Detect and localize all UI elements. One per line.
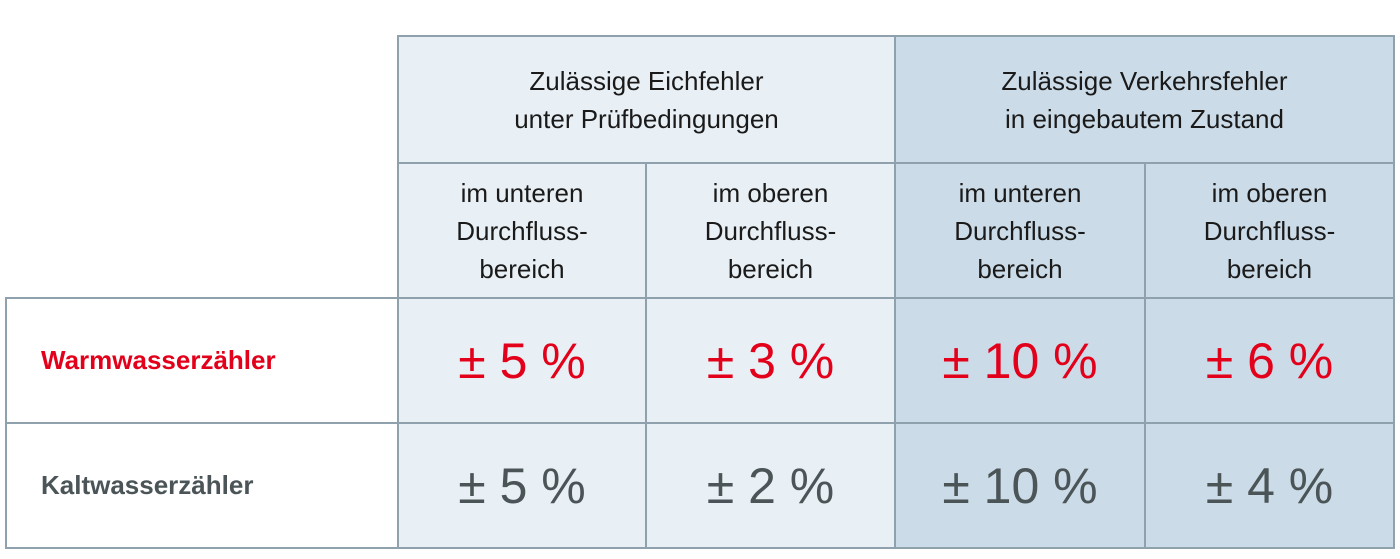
value-cell: ± 3 %: [645, 297, 896, 424]
group-header: Zulässige Eichfehler unter Prüfbedingung…: [397, 35, 896, 164]
value-cell: ± 6 %: [1144, 297, 1395, 424]
row-label: Kaltwasserzähler: [5, 422, 399, 549]
group-header: Zulässige Verkehrsfehler in eingebautem …: [894, 35, 1395, 164]
row-label: Warmwasserzähler: [5, 297, 399, 424]
value-cell: ± 5 %: [397, 422, 647, 549]
value-cell: ± 10 %: [894, 422, 1146, 549]
value-cell: ± 2 %: [645, 422, 896, 549]
sub-header: im unteren Durchfluss- bereich: [397, 162, 647, 299]
value-cell: ± 4 %: [1144, 422, 1395, 549]
value-cell: ± 10 %: [894, 297, 1146, 424]
sub-header: im oberen Durchfluss- bereich: [1144, 162, 1395, 299]
sub-header: im oberen Durchfluss- bereich: [645, 162, 896, 299]
value-cell: ± 5 %: [397, 297, 647, 424]
sub-header: im unteren Durchfluss- bereich: [894, 162, 1146, 299]
